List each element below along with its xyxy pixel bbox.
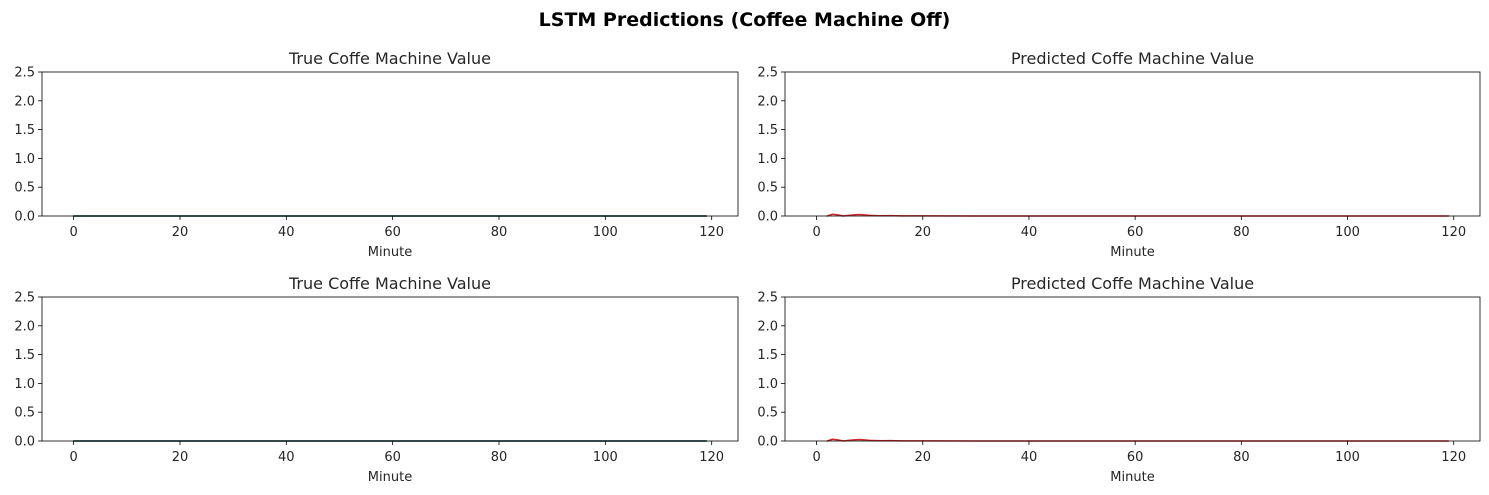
y-tick-label: 0.0 bbox=[14, 435, 35, 450]
x-tick-label: 60 bbox=[384, 450, 401, 465]
x-tick-label: 20 bbox=[172, 225, 189, 240]
x-tick-label: 120 bbox=[1441, 450, 1466, 465]
y-tick-label: 2.5 bbox=[757, 66, 778, 81]
y-tick-label: 1.5 bbox=[757, 348, 778, 363]
panel-title: True Coffe Machine Value bbox=[288, 49, 491, 68]
y-tick-label: 1.0 bbox=[14, 152, 35, 167]
y-tick-label: 0.0 bbox=[757, 210, 778, 225]
x-tick-label: 120 bbox=[1441, 225, 1466, 240]
axes-frame bbox=[784, 71, 1481, 217]
y-tick-label: 2.5 bbox=[757, 291, 778, 306]
x-tick-label: 60 bbox=[384, 225, 401, 240]
y-tick-label: 0.5 bbox=[14, 406, 35, 421]
y-tick-label: 0.5 bbox=[757, 181, 778, 196]
x-tick-label: 120 bbox=[699, 225, 724, 240]
y-tick-label: 2.0 bbox=[14, 319, 35, 334]
y-tick-label: 0.0 bbox=[14, 210, 35, 225]
y-tick-label: 2.5 bbox=[14, 291, 35, 306]
x-tick-label: 100 bbox=[1335, 225, 1360, 240]
x-tick-label: 80 bbox=[491, 450, 508, 465]
y-tick-label: 1.0 bbox=[757, 152, 778, 167]
x-tick-label: 20 bbox=[172, 450, 189, 465]
figure-title: LSTM Predictions (Coffee Machine Off) bbox=[539, 9, 951, 31]
x-tick-label: 60 bbox=[1127, 450, 1144, 465]
y-tick-label: 1.5 bbox=[14, 348, 35, 363]
x-tick-label: 40 bbox=[278, 450, 295, 465]
x-tick-label: 100 bbox=[593, 225, 618, 240]
panel-4: Predicted Coffe Machine Value 0 20 40 60 80 10… bbox=[757, 274, 1481, 485]
axes-frame bbox=[784, 296, 1481, 442]
y-tick-label: 2.5 bbox=[14, 66, 35, 81]
x-tick-label: 100 bbox=[1335, 450, 1360, 465]
x-axis-label: Minute bbox=[368, 470, 412, 485]
panel-3: True Coffe Machine Value 0 20 40 60 80 100 120 0… bbox=[14, 274, 739, 485]
x-tick-label: 120 bbox=[699, 450, 724, 465]
y-tick-label: 2.0 bbox=[14, 94, 35, 109]
x-tick-label: 80 bbox=[491, 225, 508, 240]
y-tick-label: 1.0 bbox=[757, 377, 778, 392]
x-tick-label: 0 bbox=[812, 225, 820, 240]
x-axis-label: Minute bbox=[1110, 245, 1154, 260]
x-tick-label: 0 bbox=[69, 225, 77, 240]
y-tick-label: 0.0 bbox=[757, 435, 778, 450]
axes-frame bbox=[41, 71, 739, 217]
y-tick-label: 1.5 bbox=[757, 123, 778, 138]
x-tick-label: 20 bbox=[915, 450, 932, 465]
x-tick-label: 20 bbox=[915, 225, 932, 240]
panel-1: True Coffe Machine Value 0 20 40 60 80 100 120 0… bbox=[14, 49, 739, 260]
x-tick-label: 0 bbox=[69, 450, 77, 465]
panels: True Coffe Machine Value 0 20 40 60 80 100 120 0… bbox=[14, 49, 1481, 485]
x-axis-label: Minute bbox=[1110, 470, 1154, 485]
panel-title: Predicted Coffe Machine Value bbox=[1011, 274, 1254, 293]
x-tick-label: 60 bbox=[1127, 225, 1144, 240]
y-tick-label: 1.0 bbox=[14, 377, 35, 392]
panel-2: Predicted Coffe Machine Value 0 20 40 60 80 10… bbox=[757, 49, 1481, 260]
axes-frame bbox=[41, 296, 739, 442]
x-tick-label: 40 bbox=[278, 225, 295, 240]
x-tick-label: 80 bbox=[1233, 225, 1250, 240]
x-tick-label: 40 bbox=[1021, 450, 1038, 465]
x-tick-label: 100 bbox=[593, 450, 618, 465]
x-tick-label: 40 bbox=[1021, 225, 1038, 240]
y-tick-label: 0.5 bbox=[757, 406, 778, 421]
x-tick-label: 80 bbox=[1233, 450, 1250, 465]
y-tick-label: 0.5 bbox=[14, 181, 35, 196]
panel-title: Predicted Coffe Machine Value bbox=[1011, 49, 1254, 68]
y-tick-label: 2.0 bbox=[757, 94, 778, 109]
y-tick-label: 1.5 bbox=[14, 123, 35, 138]
panel-title: True Coffe Machine Value bbox=[288, 274, 491, 293]
x-tick-label: 0 bbox=[812, 450, 820, 465]
y-tick-label: 2.0 bbox=[757, 319, 778, 334]
x-axis-label: Minute bbox=[368, 245, 412, 260]
